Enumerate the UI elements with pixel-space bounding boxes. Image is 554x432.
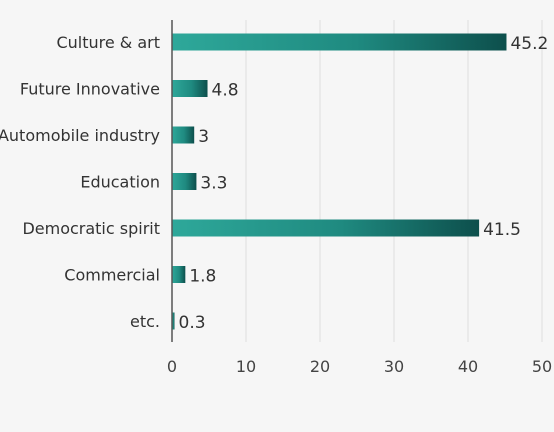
category-label-0: Culture & art <box>56 33 160 52</box>
category-label-2: Automobile industry <box>0 126 160 145</box>
bar-4 <box>172 219 480 237</box>
x-axis-ticks: 0 10 20 30 40 50 <box>167 357 552 376</box>
bar-3 <box>172 173 197 190</box>
bar-2 <box>172 126 195 144</box>
value-label-6: 0.3 <box>179 313 206 333</box>
value-label-1: 4.8 <box>212 81 239 101</box>
bar-1 <box>172 80 208 97</box>
value-label-0: 45.2 <box>510 34 548 54</box>
category-label-1: Future Innovative <box>20 80 160 99</box>
bars <box>172 33 507 330</box>
x-tick-label-50: 50 <box>532 357 552 376</box>
x-tick-label-40: 40 <box>458 357 478 376</box>
x-tick-label-10: 10 <box>236 357 256 376</box>
value-label-3: 3.3 <box>200 174 227 194</box>
category-label-4: Democratic spirit <box>22 219 160 238</box>
category-label-5: Commercial <box>64 266 160 285</box>
bar-5 <box>172 266 186 283</box>
category-labels: Culture & art Future Innovative Automobile… <box>0 33 160 331</box>
x-tick-label-30: 30 <box>384 357 404 376</box>
bar-0 <box>172 33 507 51</box>
value-label-4: 41.5 <box>483 220 521 240</box>
x-tick-label-20: 20 <box>310 357 330 376</box>
bar-6 <box>172 312 175 330</box>
value-labels: 45.2 4.8 3 3.3 41.5 1.8 0.3 <box>179 34 549 333</box>
x-tick-label-0: 0 <box>167 357 177 376</box>
value-label-2: 3 <box>198 127 209 147</box>
value-label-5: 1.8 <box>189 267 216 287</box>
grid-lines <box>245 20 543 342</box>
category-label-6: etc. <box>130 312 160 331</box>
category-label-3: Education <box>80 173 160 192</box>
